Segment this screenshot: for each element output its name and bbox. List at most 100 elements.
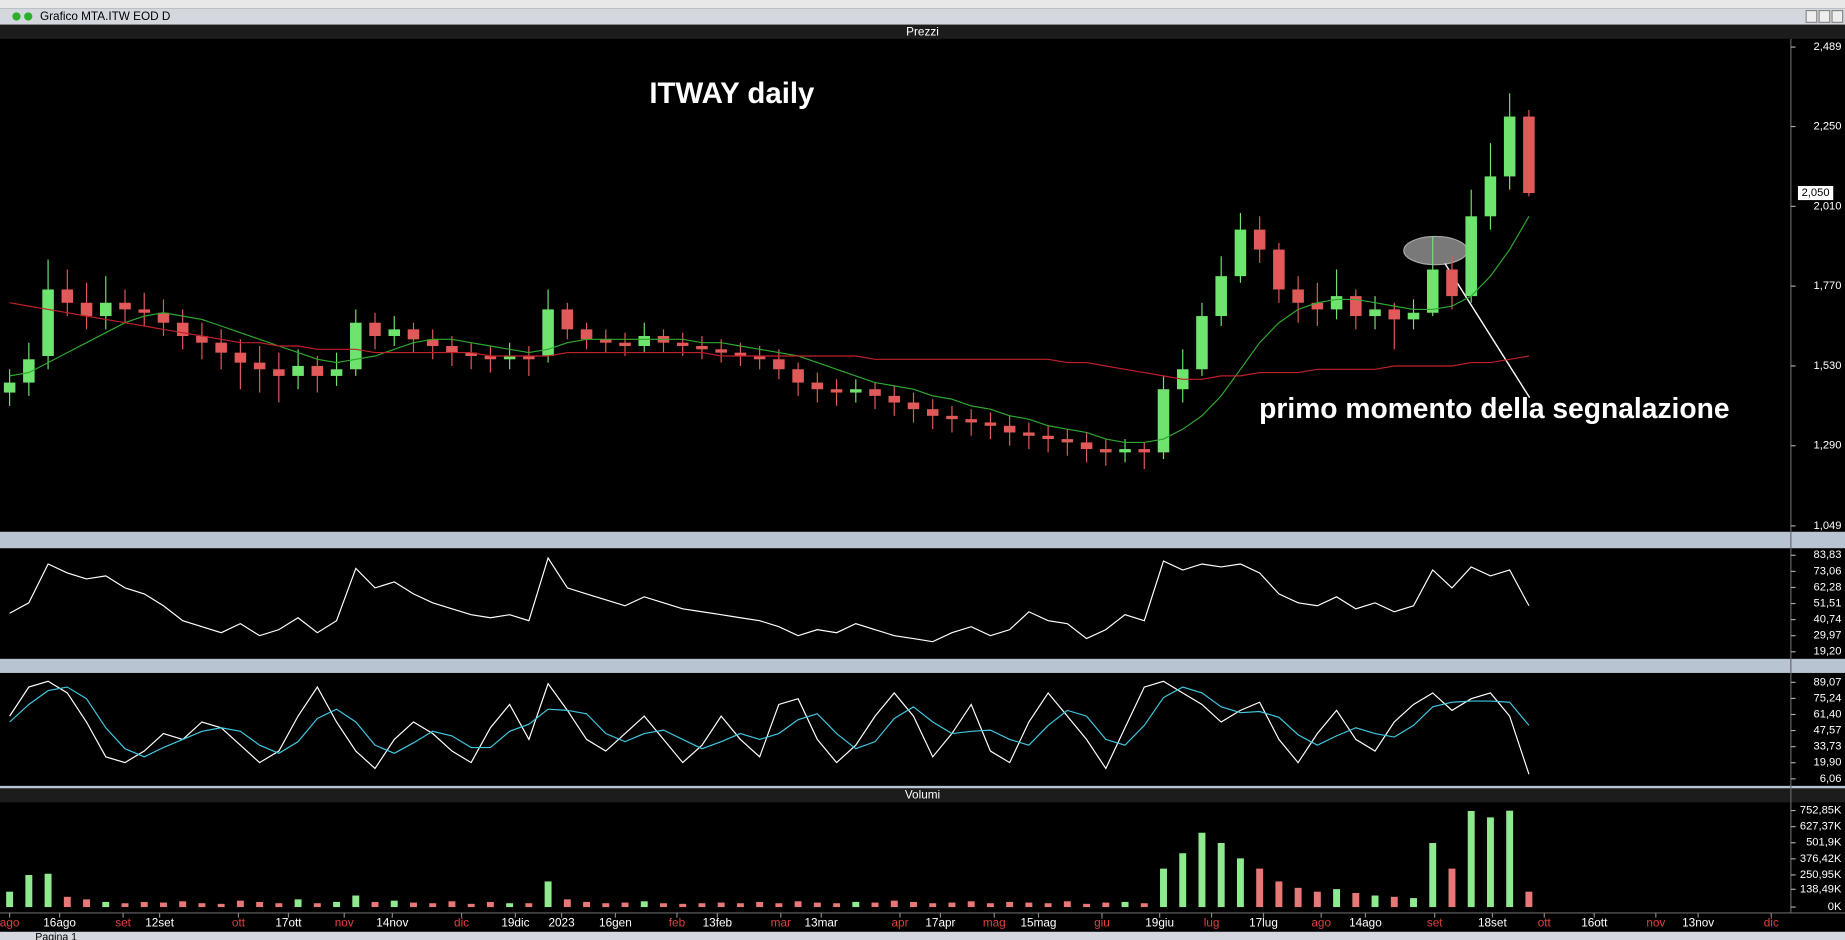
candle-body (792, 369, 804, 383)
volume-bar (25, 875, 33, 908)
volume-bar (660, 903, 667, 908)
candle-body (965, 419, 977, 423)
volume-bar (986, 903, 994, 908)
candle-body (619, 342, 631, 346)
candle-body (1273, 249, 1285, 290)
volume-bar (44, 873, 52, 908)
annotation: primo momento della segnalazione (1259, 392, 1729, 424)
volume-bar (333, 901, 341, 908)
volume-bar (83, 899, 91, 908)
x-tick-label: ott (1538, 917, 1552, 930)
candle-body (734, 352, 747, 356)
y-tick-label: 6,06 (1820, 773, 1842, 785)
candle-body (3, 382, 16, 393)
window-title: Grafico MTA.ITW EOD D (40, 10, 170, 23)
candle-body (1119, 449, 1131, 453)
volume-bar (313, 903, 321, 908)
y-tick-label: 33,73 (1814, 741, 1842, 753)
x-tick-label: 16ago (43, 917, 76, 930)
volume-bar (679, 903, 687, 908)
candle-body (1426, 269, 1439, 313)
candle-body (138, 309, 151, 313)
candle-body (330, 369, 343, 376)
candle-body (1157, 389, 1170, 453)
y-tick-label: 1,049 (1814, 520, 1842, 532)
panel-title: Prezzi (906, 25, 939, 38)
candle-body (1292, 289, 1304, 303)
window-button[interactable] (1831, 10, 1844, 23)
x-tick-label: 17ott (275, 917, 302, 930)
volume-bar (717, 902, 725, 908)
volume-bar (352, 895, 360, 908)
highlight-ellipse (1403, 235, 1468, 266)
tab[interactable]: Pagina 1 (35, 931, 77, 940)
candle-body (157, 312, 170, 323)
candle-body (1234, 229, 1247, 277)
candle-body (830, 389, 843, 393)
candle-body (850, 389, 862, 393)
y-tick-label: 83,83 (1814, 549, 1842, 561)
volume-bar (1429, 842, 1437, 908)
y-tick-label: 627,37K (1800, 821, 1842, 833)
x-tick-label: 17apr (925, 917, 955, 930)
status-dot (12, 12, 21, 21)
candle-body (773, 359, 785, 370)
candle-body (253, 362, 266, 370)
x-tick-label: set (1427, 917, 1443, 930)
volume-bar (1294, 887, 1302, 908)
x-tick-label: dic (454, 917, 469, 930)
x-tick-label: 13feb (703, 917, 733, 930)
candle-body (215, 342, 227, 353)
y-tick-label: 19,90 (1814, 757, 1842, 769)
candle-body (426, 339, 439, 346)
candle-body (1253, 229, 1266, 250)
volume-bar (140, 901, 148, 908)
volume-bar (217, 903, 225, 908)
volume-bar (640, 901, 648, 908)
x-tick-label: 16gen (599, 917, 632, 930)
candle-body (907, 402, 920, 410)
y-tick-label: 47,57 (1814, 725, 1842, 737)
volume-bar (1160, 868, 1167, 908)
candle-body (292, 365, 304, 376)
x-tick-label: 19giu (1145, 917, 1174, 930)
volume-bar (1102, 902, 1110, 908)
volume-bar (198, 903, 206, 908)
volume-bar (160, 902, 167, 908)
volume-bar (1390, 896, 1398, 908)
window-button[interactable] (1818, 10, 1831, 23)
volume-bar (294, 899, 302, 908)
volume-bar (1063, 901, 1071, 908)
candle-body (523, 355, 535, 360)
candle-body (638, 336, 651, 346)
candle-body (1023, 432, 1035, 436)
volume-bar (544, 881, 552, 908)
x-tick-label: 14nov (376, 917, 408, 930)
x-tick-label: mar (771, 917, 791, 930)
candle-body (984, 422, 997, 426)
candle-body (503, 355, 516, 360)
x-tick-label: feb (669, 917, 686, 930)
window-button[interactable] (1805, 10, 1818, 23)
last-price-box (1797, 185, 1834, 201)
volume-bar (1121, 901, 1129, 908)
candle-body (1042, 435, 1054, 440)
volume-bar (1256, 868, 1264, 908)
candle-body (600, 339, 612, 343)
candle-body (696, 345, 708, 350)
candle-body (1138, 449, 1151, 453)
volume-bar (1410, 898, 1417, 908)
panel-header (0, 24, 1845, 39)
candle-body (196, 336, 208, 343)
volume-bar (6, 891, 14, 908)
candle-body (715, 349, 727, 353)
candle-body (80, 302, 93, 317)
line-series (9, 216, 1530, 444)
x-tick-label: 19dic (501, 917, 529, 930)
volume-bar (736, 903, 744, 908)
volume-bar (236, 900, 244, 908)
x-tick-label: ott (232, 917, 246, 930)
x-tick-label: dic (1764, 917, 1779, 930)
